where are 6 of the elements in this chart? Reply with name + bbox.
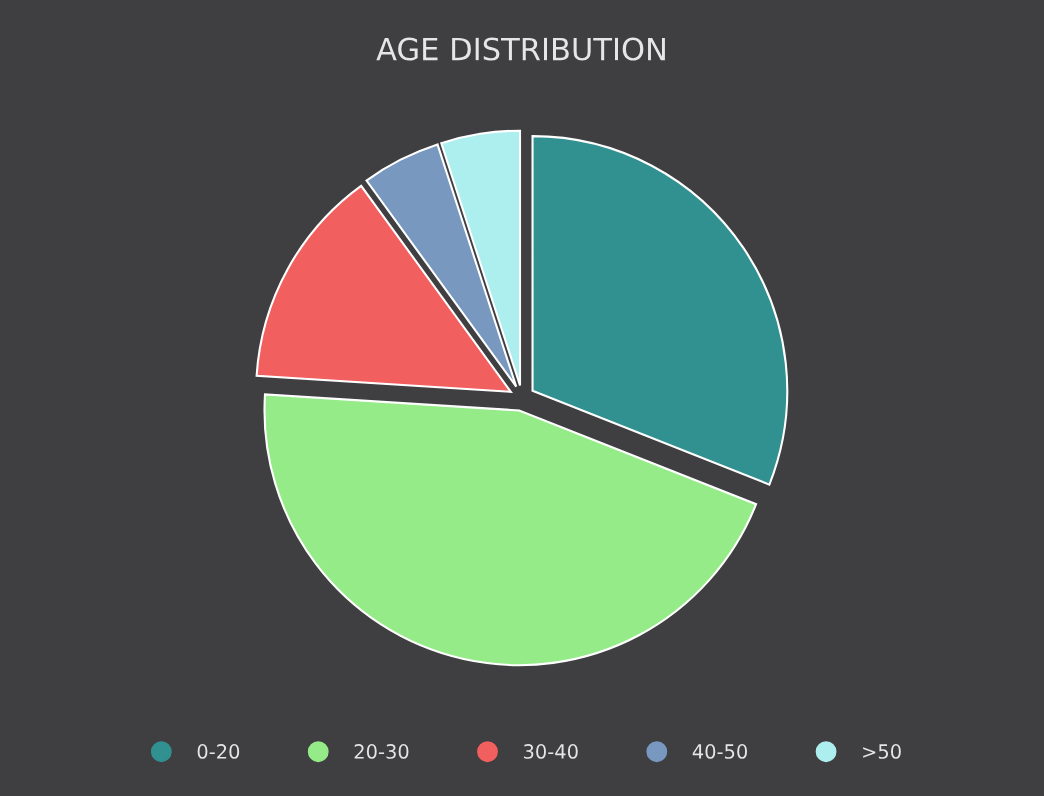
legend-label: 40-50	[692, 744, 748, 759]
legend-label: 0-20	[197, 744, 240, 759]
chart-title: AGE DISTRIBUTION	[376, 37, 665, 61]
legend-label: 20-30	[354, 744, 409, 759]
legend-label: 30-40	[524, 744, 578, 759]
legend-label: >50	[863, 744, 901, 759]
